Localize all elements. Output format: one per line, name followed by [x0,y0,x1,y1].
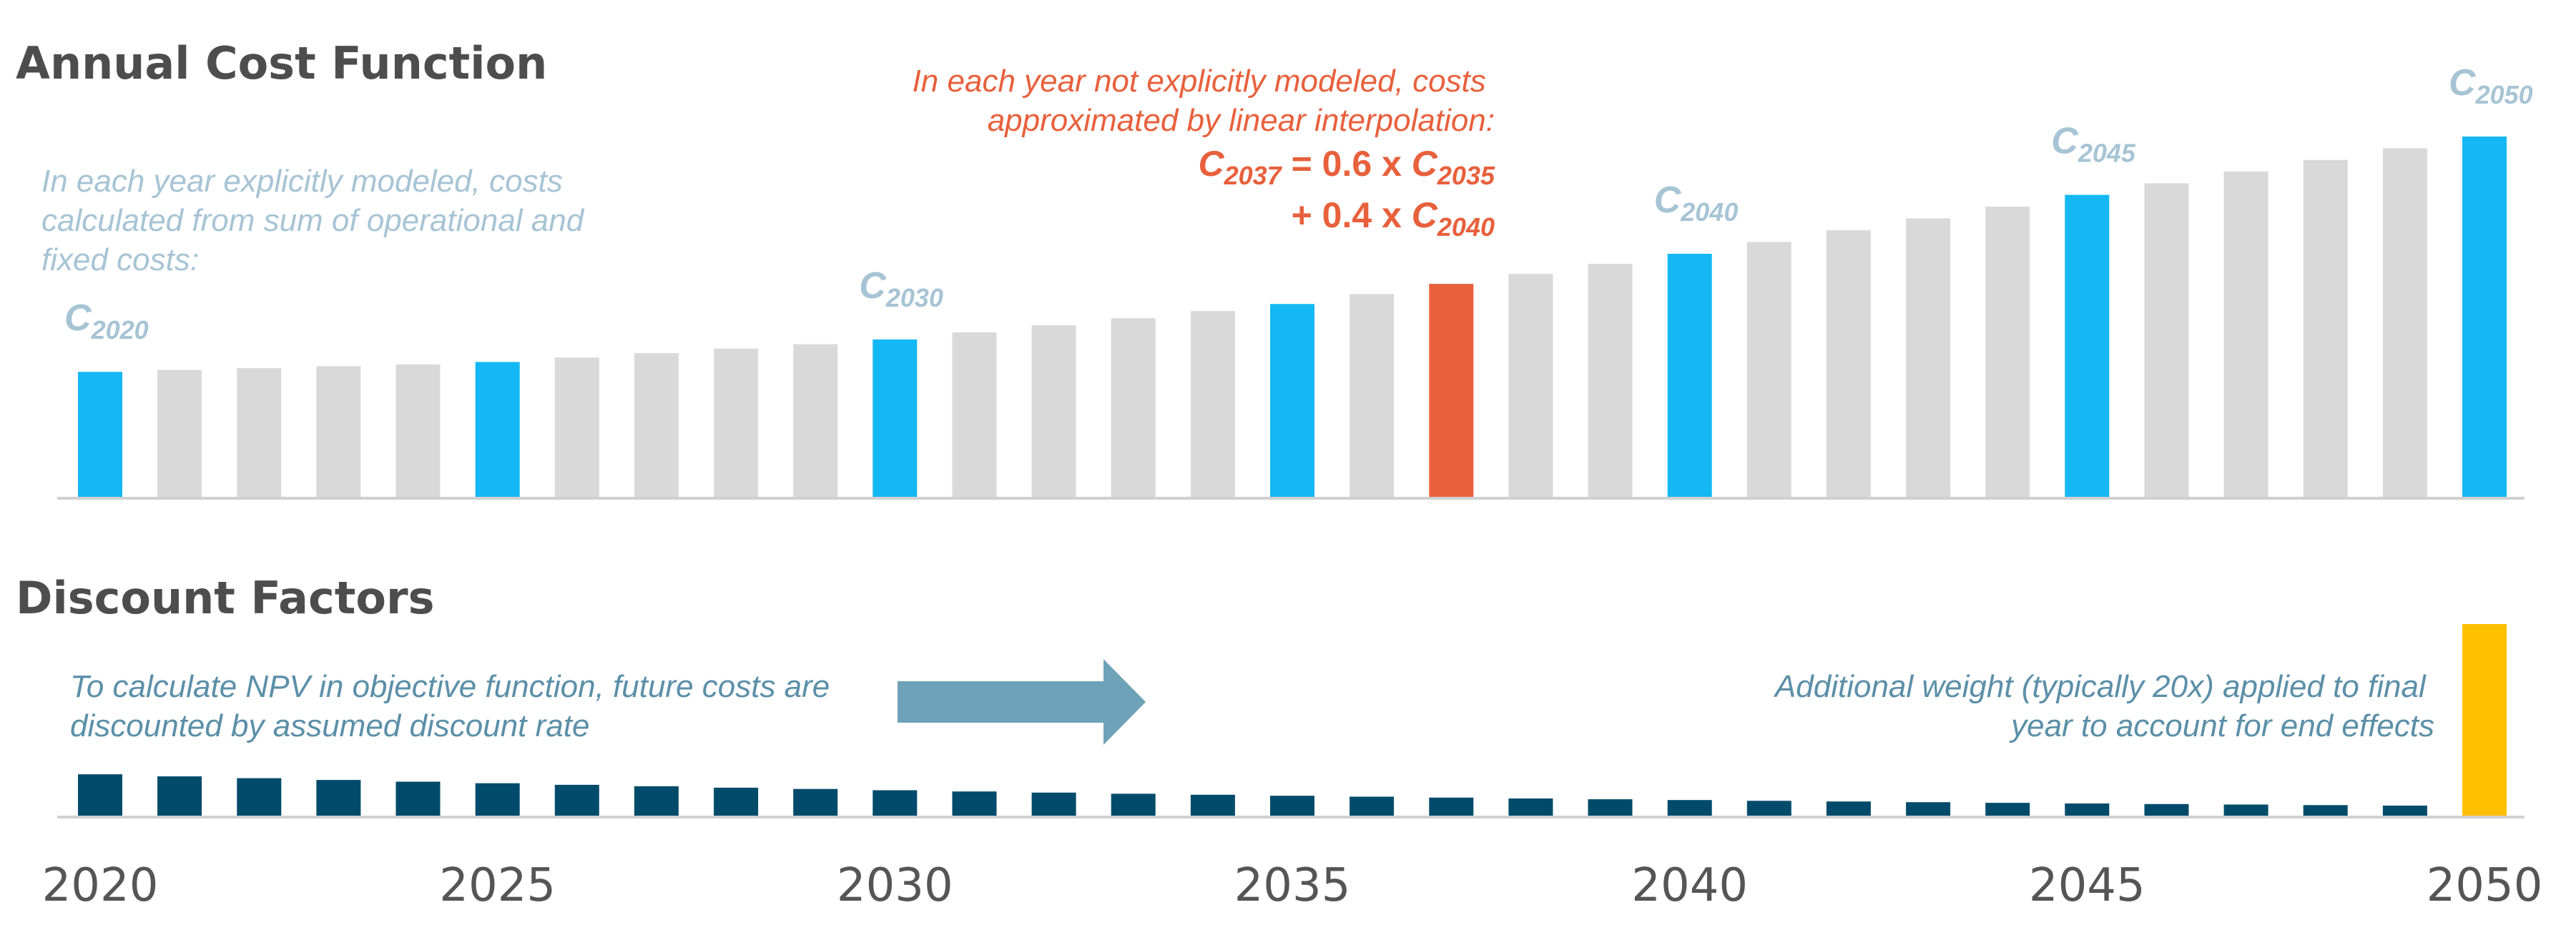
discount-bar-2026 [554,784,599,816]
discount-bar-2045 [2065,803,2110,816]
discount-bar-2035 [1270,796,1314,816]
x-tick-2035: 2035 [1234,859,1351,912]
x-tick-2020: 2020 [42,859,159,912]
cost-bar-2026 [554,357,599,497]
discount-bar-2021 [157,776,202,816]
cost-bar-2032 [1031,325,1076,497]
modeled-years-note: In each year explicitly modeled, costs c… [41,164,592,277]
cost-bar-2050 [2462,137,2507,497]
cost-label-2020: C2020 [64,297,149,345]
cost-bars [78,137,2507,497]
x-tick-2040: 2040 [1631,859,1748,912]
discount-bar-2027 [634,786,679,816]
discount-bar-2048 [2303,805,2348,816]
x-tick-2050: 2050 [2427,859,2543,912]
discount-bar-2023 [316,780,361,816]
discount-bar-2032 [1031,792,1076,816]
cost-bar-2044 [1985,207,2030,497]
cost-bar-2043 [1906,218,1951,497]
discount-bar-2043 [1906,802,1951,816]
discount-bar-2041 [1746,801,1791,816]
discount-bar-2039 [1588,799,1633,816]
cost-bar-2045 [2065,194,2110,497]
discount-bar-2034 [1190,794,1235,816]
cost-bar-2023 [316,366,361,497]
cost-bar-2040 [1667,254,1712,497]
cost-bar-2035 [1270,304,1314,497]
discount-bar-2050 [2462,624,2507,816]
cost-bar-2042 [1826,230,1871,497]
interpolation-equation-line2: + 0.4 x C2040 [1292,195,1495,242]
cost-bar-2027 [634,353,679,497]
cost-label-2045: C2045 [2051,121,2136,168]
cost-bar-2031 [952,332,997,497]
cost-bar-2025 [475,362,520,497]
discount-bar-2036 [1350,796,1395,816]
cost-bar-2047 [2223,171,2268,497]
discount-bar-2025 [475,783,520,816]
cost-label-2050: C2050 [2449,62,2533,109]
discount-bar-2033 [1111,793,1156,816]
interpolation-equation-line1: C2037 = 0.6 x C2035 [1199,144,1495,190]
cost-bar-2034 [1190,311,1235,497]
cost-bar-2046 [2144,183,2189,497]
arrow-right-icon [898,659,1146,745]
cost-bar-2038 [1508,274,1553,497]
discount-bar-2038 [1508,798,1553,816]
cost-bar-2020 [78,372,122,497]
cost-bar-2037 [1429,284,1474,497]
discount-bar-2037 [1429,797,1474,816]
discount-bar-2040 [1667,800,1712,816]
x-tick-2030: 2030 [837,859,953,912]
discount-bar-2046 [2144,803,2189,816]
discount-bar-2028 [714,787,759,816]
interpolation-note: In each year not explicitly modeled, cos… [913,64,1495,138]
x-axis-ticks: 2020 2025 2030 2035 2040 2045 2050 [42,859,2543,912]
cost-label-2030: C2030 [859,265,943,312]
cost-bar-2030 [872,339,918,497]
discount-bar-2044 [1985,803,2030,816]
cost-bar-2029 [793,344,838,497]
cost-bar-2041 [1746,242,1791,497]
discount-factors-title: Discount Factors [16,572,435,624]
cost-bar-2039 [1588,264,1633,497]
discount-bar-2031 [952,791,997,816]
cost-label-2040: C2040 [1654,179,1739,227]
discount-bar-2042 [1826,801,1871,816]
discount-bar-2030 [872,790,918,816]
discount-bar-2047 [2223,804,2268,816]
discount-bar-2020 [78,774,122,816]
npv-discount-note: To calculate NPV in objective function, … [70,669,839,743]
discount-bar-2022 [237,778,282,816]
final-year-weight-note: Additional weight (typically 20x) applie… [1773,669,2434,743]
cost-bar-2036 [1350,294,1395,497]
discount-bar-2029 [793,788,838,816]
x-tick-2045: 2045 [2029,859,2145,912]
cost-bar-2022 [237,367,282,497]
annual-cost-title: Annual Cost Function [16,37,547,89]
cost-bar-2033 [1111,318,1156,497]
x-tick-2025: 2025 [439,859,556,912]
discount-bar-2049 [2382,806,2427,816]
discount-bar-2024 [395,781,441,816]
cost-bar-2024 [395,364,441,497]
cost-bar-2021 [157,370,202,497]
cost-point-labels: C2020 C2030 C2040 C2045 C2050 [64,62,2533,345]
cost-bar-2028 [714,348,759,497]
cost-bar-2049 [2382,148,2427,497]
discount-bars [78,624,2507,816]
cost-bar-2048 [2303,159,2348,497]
